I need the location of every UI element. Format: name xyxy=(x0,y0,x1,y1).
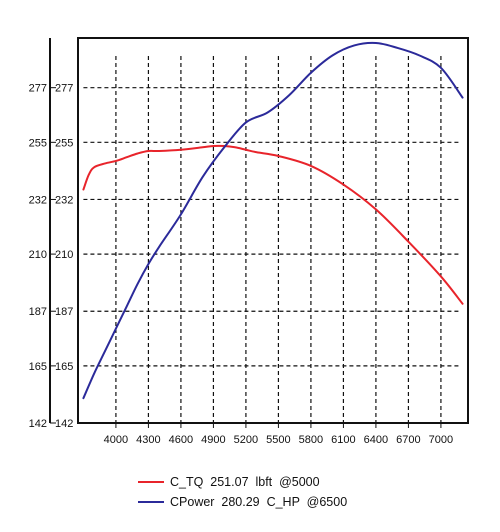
outer-y-tick-label-277: 277 xyxy=(29,83,47,95)
x-tick-label-5200: 5200 xyxy=(234,434,258,446)
inner-y-tick-label-165: 165 xyxy=(55,361,73,373)
x-tick-label-5500: 5500 xyxy=(266,434,290,446)
outer-y-tick-label-142: 142 xyxy=(29,418,47,430)
x-tick-label-6700: 6700 xyxy=(396,434,420,446)
x-tick-label-4300: 4300 xyxy=(136,434,160,446)
outer-y-tick-label-232: 232 xyxy=(29,194,47,206)
inner-y-tick-label-255: 255 xyxy=(55,137,73,149)
x-tick-label-5800: 5800 xyxy=(299,434,323,446)
legend-label-power: CPower 280.29 C_HP @6500 xyxy=(170,495,348,509)
legend-item-power: CPower 280.29 C_HP @6500 xyxy=(138,492,347,512)
legend: C_TQ 251.07 lbft @5000 CPower 280.29 C_H… xyxy=(138,472,347,512)
outer-y-tick-label-165: 165 xyxy=(29,361,47,373)
inner-y-tick-label-232: 232 xyxy=(55,194,73,206)
outer-y-tick-label-210: 210 xyxy=(29,249,47,261)
plot-frame xyxy=(77,37,469,424)
legend-item-torque: C_TQ 251.07 lbft @5000 xyxy=(138,472,347,492)
inner-y-tick-label-210: 210 xyxy=(55,249,73,261)
grid xyxy=(83,56,460,423)
x-tick-label-7000: 7000 xyxy=(429,434,453,446)
series-lines xyxy=(82,41,464,400)
series-line-c_tq xyxy=(82,144,464,305)
x-tick-label-6100: 6100 xyxy=(331,434,355,446)
x-tick-label-6400: 6400 xyxy=(364,434,388,446)
tick-labels: 142 142 165 165 187 187 210 210 232 232 255 255 277 2… xyxy=(29,83,454,446)
inner-y-tick-label-187: 187 xyxy=(55,306,73,318)
axes xyxy=(49,37,469,428)
inner-y-tick-label-142: 142 xyxy=(55,418,73,430)
outer-y-tick-label-187: 187 xyxy=(29,306,47,318)
legend-swatch-torque xyxy=(138,481,164,483)
series-line-cpower xyxy=(82,41,464,400)
legend-swatch-power xyxy=(138,501,164,503)
x-tick-label-4600: 4600 xyxy=(169,434,193,446)
x-tick-label-4900: 4900 xyxy=(201,434,225,446)
legend-label-torque: C_TQ 251.07 lbft @5000 xyxy=(170,475,320,489)
x-tick-label-4000: 4000 xyxy=(104,434,128,446)
outer-y-tick-label-255: 255 xyxy=(29,137,47,149)
inner-y-tick-label-277: 277 xyxy=(55,83,73,95)
